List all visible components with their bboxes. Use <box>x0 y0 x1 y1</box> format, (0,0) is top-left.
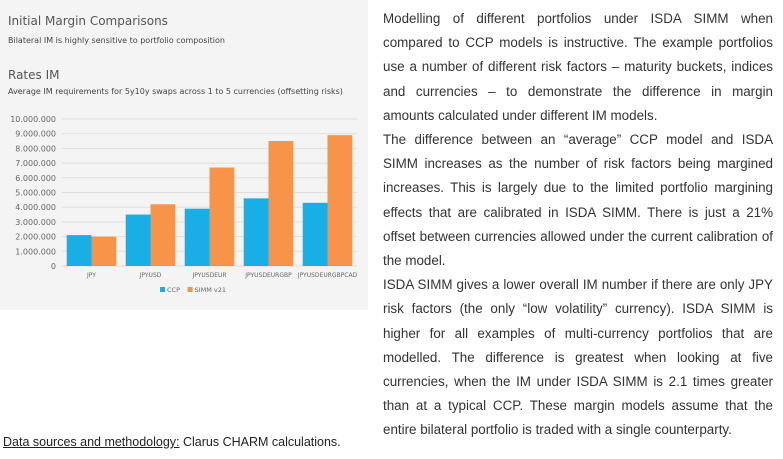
data-sources-link[interactable]: Data sources and methodology: <box>3 435 180 449</box>
panel-subtitle: Average IM requirements for 5y10y swaps … <box>8 87 343 96</box>
footnote: Data sources and methodology: Clarus CHA… <box>3 435 341 449</box>
paragraph-3: ISDA SIMM gives a lower overall IM numbe… <box>383 277 773 438</box>
chart-panel: Initial Margin Comparisons Bilateral IM … <box>0 0 368 310</box>
y-tick-label: 8.000.000 <box>15 144 56 153</box>
y-tick-label: 0 <box>51 262 56 271</box>
y-tick-label: 1.000.000 <box>15 247 56 256</box>
y-tick-label: 2.000.000 <box>15 233 56 242</box>
bar-simm-v21 <box>327 135 353 266</box>
legend-swatch <box>160 287 165 292</box>
bar-simm-v21 <box>91 236 117 266</box>
x-tick-label: JPYUSD <box>139 272 162 279</box>
bar-ccp <box>302 202 328 266</box>
bar-ccp <box>125 214 151 266</box>
article-body: Modelling of different portfolios under … <box>383 7 773 443</box>
legend-label: CCP <box>167 286 180 294</box>
y-tick-label: 6.000.000 <box>15 174 56 183</box>
bar-ccp <box>184 208 210 266</box>
y-tick-label: 4.000.000 <box>15 203 56 212</box>
bar-ccp <box>66 235 92 266</box>
paragraph-1: Modelling of different portfolios under … <box>383 11 773 123</box>
chart-subtitle: Bilateral IM is highly sensitive to port… <box>8 36 225 45</box>
x-tick-label: JPYUSDEUR <box>191 272 226 279</box>
y-tick-label: 7.000.000 <box>15 159 56 168</box>
y-tick-label: 3.000.000 <box>15 218 56 227</box>
bar-simm-v21 <box>268 141 294 266</box>
legend-swatch <box>187 287 193 292</box>
x-tick-label: JPY <box>86 272 96 279</box>
bar-simm-v21 <box>209 167 235 266</box>
panel-title: Rates IM <box>8 68 60 82</box>
chart-title: Initial Margin Comparisons <box>8 14 168 28</box>
y-tick-label: 9.000.000 <box>15 130 56 139</box>
y-tick-label: 5.000.000 <box>15 189 56 198</box>
x-tick-label: JPYUSDEURGBP <box>244 272 292 279</box>
paragraph-2: The difference between an “average” CCP … <box>383 132 773 269</box>
legend-label: SIMM v21 <box>195 286 226 294</box>
bar-ccp <box>243 198 269 266</box>
bar-chart: 0 1.000.000 2.000.000 3.000.000 4.000.000 5.0… <box>10 115 358 294</box>
x-tick-label: JPYUSDEURGBPCAD <box>297 272 358 279</box>
bar-simm-v21 <box>150 204 176 266</box>
y-tick-label: 10.000.000 <box>10 115 56 124</box>
footnote-text: Clarus CHARM calculations. <box>179 435 341 449</box>
